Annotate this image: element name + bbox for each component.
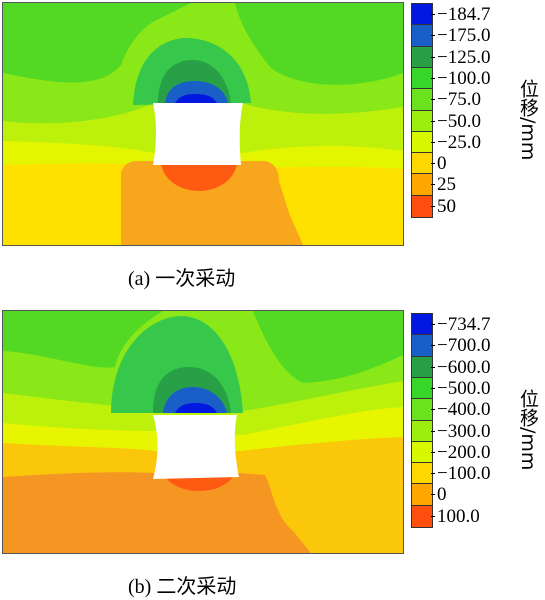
legend-swatch bbox=[411, 173, 433, 197]
legend-swatch bbox=[411, 109, 433, 133]
contour-svg-b bbox=[3, 311, 403, 553]
legend-swatch bbox=[411, 130, 433, 155]
legend-swatch bbox=[411, 483, 433, 507]
legend-tick-label: 50 bbox=[431, 195, 456, 217]
legend-swatch bbox=[411, 152, 433, 176]
contour-plot-b bbox=[2, 310, 404, 554]
legend-swatch bbox=[411, 88, 433, 112]
contour-band-b-orange bbox=[3, 472, 311, 553]
legend-swatch bbox=[411, 313, 433, 337]
legend-tick-label: 0 bbox=[431, 484, 447, 506]
mine-opening-a bbox=[153, 103, 243, 165]
legend-swatch bbox=[411, 24, 433, 48]
legend-tick-label: −300.0 bbox=[430, 420, 491, 442]
legend-tick-label: −500.0 bbox=[430, 377, 491, 399]
contour-svg-a bbox=[3, 3, 403, 245]
contour-band-b-darkblue bbox=[175, 403, 217, 413]
legend-tick-label: 25 bbox=[431, 174, 456, 196]
contour-band-a-red bbox=[161, 165, 237, 191]
legend-swatch bbox=[411, 3, 433, 27]
caption-b: (b) 二次采动 bbox=[128, 576, 237, 598]
legend-tick-label: −184.7 bbox=[430, 4, 491, 25]
legend-tick-label: −100.0 bbox=[430, 463, 491, 485]
legend-swatch bbox=[411, 504, 433, 528]
legend-swatch bbox=[411, 398, 433, 422]
legend-swatch bbox=[411, 194, 433, 218]
unit-label-b: 位移/mm bbox=[517, 389, 539, 471]
legend-swatch bbox=[411, 376, 433, 401]
unit-label-a: 位移/mm bbox=[517, 79, 539, 161]
legend-tick-label: −400.0 bbox=[430, 399, 491, 421]
caption-a: (a) 一次采动 bbox=[128, 268, 236, 290]
legend-tick-label: −734.7 bbox=[430, 314, 491, 335]
legend-swatch bbox=[411, 462, 433, 486]
legend-swatch bbox=[411, 419, 433, 443]
legend-tick-label: −200.0 bbox=[430, 441, 491, 463]
legend-tick-label: −50.0 bbox=[431, 110, 481, 132]
mine-opening-b bbox=[153, 415, 239, 479]
legend-tick-label: 0 bbox=[431, 153, 447, 175]
legend-swatch bbox=[411, 66, 433, 91]
legend-tick-label: 100.0 bbox=[431, 505, 480, 527]
legend-tick-label: −100.0 bbox=[430, 67, 491, 89]
legend-swatch bbox=[411, 355, 433, 379]
legend-tick-label: −175.0 bbox=[430, 25, 491, 47]
legend-swatch bbox=[411, 440, 433, 465]
contour-plot-a bbox=[2, 2, 404, 246]
legend-swatch bbox=[411, 334, 433, 358]
contour-band-a-darkblue bbox=[175, 94, 217, 103]
legend-tick-label: −125.0 bbox=[430, 46, 491, 68]
legend-tick-label: −25.0 bbox=[431, 131, 481, 153]
legend-tick-label: −700.0 bbox=[430, 335, 491, 357]
contour-band-a-orange bbox=[121, 161, 303, 245]
legend-tick-label: −600.0 bbox=[430, 356, 491, 378]
legend-swatch bbox=[411, 45, 433, 69]
legend-tick-label: −75.0 bbox=[431, 89, 481, 111]
